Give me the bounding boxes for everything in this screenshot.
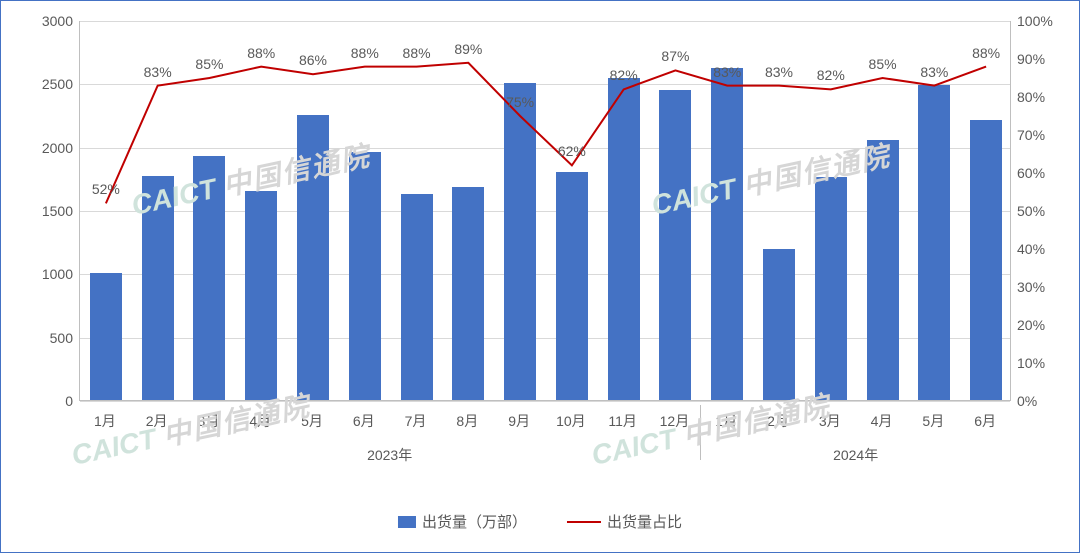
x-group-label: 2024年 bbox=[833, 445, 878, 465]
line-point-label: 83% bbox=[765, 64, 793, 80]
y-right-tick-label: 90% bbox=[1017, 51, 1045, 67]
line-series bbox=[80, 21, 1012, 401]
y-left-tick-label: 2500 bbox=[42, 76, 73, 92]
plot-area: 52% 83% 85% 88% 86% 88% 88% 89% 75% 62% 82% 87% 83% 8… bbox=[79, 21, 1011, 401]
x-month-label: 1月 bbox=[94, 411, 116, 431]
legend-bar-swatch bbox=[398, 516, 416, 528]
legend-line-label: 出货量占比 bbox=[607, 511, 682, 532]
line-point-label: 88% bbox=[403, 45, 431, 61]
x-month-label: 9月 bbox=[508, 411, 530, 431]
x-group-label: 2023年 bbox=[367, 445, 412, 465]
y-right-tick-label: 50% bbox=[1017, 203, 1045, 219]
x-month-label: 10月 bbox=[556, 411, 586, 431]
x-month-label: 4月 bbox=[871, 411, 893, 431]
y-right-tick-label: 20% bbox=[1017, 317, 1045, 333]
x-month-label: 12月 bbox=[660, 411, 690, 431]
y-right-tick-label: 40% bbox=[1017, 241, 1045, 257]
y-left-tick-label: 500 bbox=[50, 330, 73, 346]
line-point-label: 85% bbox=[195, 56, 223, 72]
line-point-label: 62% bbox=[558, 143, 586, 159]
x-month-label: 6月 bbox=[974, 411, 996, 431]
x-group-divider bbox=[700, 405, 701, 460]
line-point-label: 87% bbox=[661, 48, 689, 64]
legend-item-bar: 出货量（万部） bbox=[398, 511, 527, 532]
line-point-label: 86% bbox=[299, 52, 327, 68]
legend-line-swatch bbox=[567, 521, 601, 523]
line-point-label: 83% bbox=[920, 64, 948, 80]
y-left-tick-label: 3000 bbox=[42, 13, 73, 29]
line-point-label: 82% bbox=[610, 67, 638, 83]
y-right-tick-label: 0% bbox=[1017, 393, 1037, 409]
x-month-label: 3月 bbox=[819, 411, 841, 431]
x-month-label: 6月 bbox=[353, 411, 375, 431]
legend-bar-label: 出货量（万部） bbox=[422, 511, 527, 532]
x-month-label: 5月 bbox=[922, 411, 944, 431]
line-point-label: 75% bbox=[506, 94, 534, 110]
x-month-label: 3月 bbox=[198, 411, 220, 431]
line-point-label: 52% bbox=[92, 181, 120, 197]
line-point-label: 83% bbox=[713, 64, 741, 80]
chart-frame: 52% 83% 85% 88% 86% 88% 88% 89% 75% 62% 82% 87% 83% 8… bbox=[0, 0, 1080, 553]
y-right-tick-label: 100% bbox=[1017, 13, 1053, 29]
line-point-label: 82% bbox=[817, 67, 845, 83]
y-left-tick-label: 1500 bbox=[42, 203, 73, 219]
x-month-label: 7月 bbox=[405, 411, 427, 431]
legend-item-line: 出货量占比 bbox=[567, 511, 682, 532]
y-right-tick-label: 80% bbox=[1017, 89, 1045, 105]
x-month-label: 5月 bbox=[301, 411, 323, 431]
line-point-label: 83% bbox=[144, 64, 172, 80]
y-right-tick-label: 30% bbox=[1017, 279, 1045, 295]
line-point-label: 88% bbox=[351, 45, 379, 61]
x-month-label: 11月 bbox=[608, 411, 637, 431]
y-right-tick-label: 10% bbox=[1017, 355, 1045, 371]
y-right-tick-label: 60% bbox=[1017, 165, 1045, 181]
line-point-label: 89% bbox=[454, 41, 482, 57]
y-left-tick-label: 1000 bbox=[42, 266, 73, 282]
x-month-label: 1月 bbox=[715, 411, 737, 431]
gridline bbox=[80, 401, 1010, 402]
line-point-label: 88% bbox=[972, 45, 1000, 61]
x-month-label: 8月 bbox=[456, 411, 478, 431]
x-month-label: 2月 bbox=[767, 411, 789, 431]
legend: 出货量（万部） 出货量占比 bbox=[398, 511, 682, 532]
y-left-tick-label: 2000 bbox=[42, 140, 73, 156]
x-month-label: 2月 bbox=[146, 411, 168, 431]
x-month-label: 4月 bbox=[249, 411, 271, 431]
y-right-tick-label: 70% bbox=[1017, 127, 1045, 143]
chart-inner: 52% 83% 85% 88% 86% 88% 88% 89% 75% 62% 82% 87% 83% 8… bbox=[9, 9, 1071, 544]
y-left-tick-label: 0 bbox=[65, 393, 73, 409]
line-point-label: 85% bbox=[869, 56, 897, 72]
line-point-label: 88% bbox=[247, 45, 275, 61]
